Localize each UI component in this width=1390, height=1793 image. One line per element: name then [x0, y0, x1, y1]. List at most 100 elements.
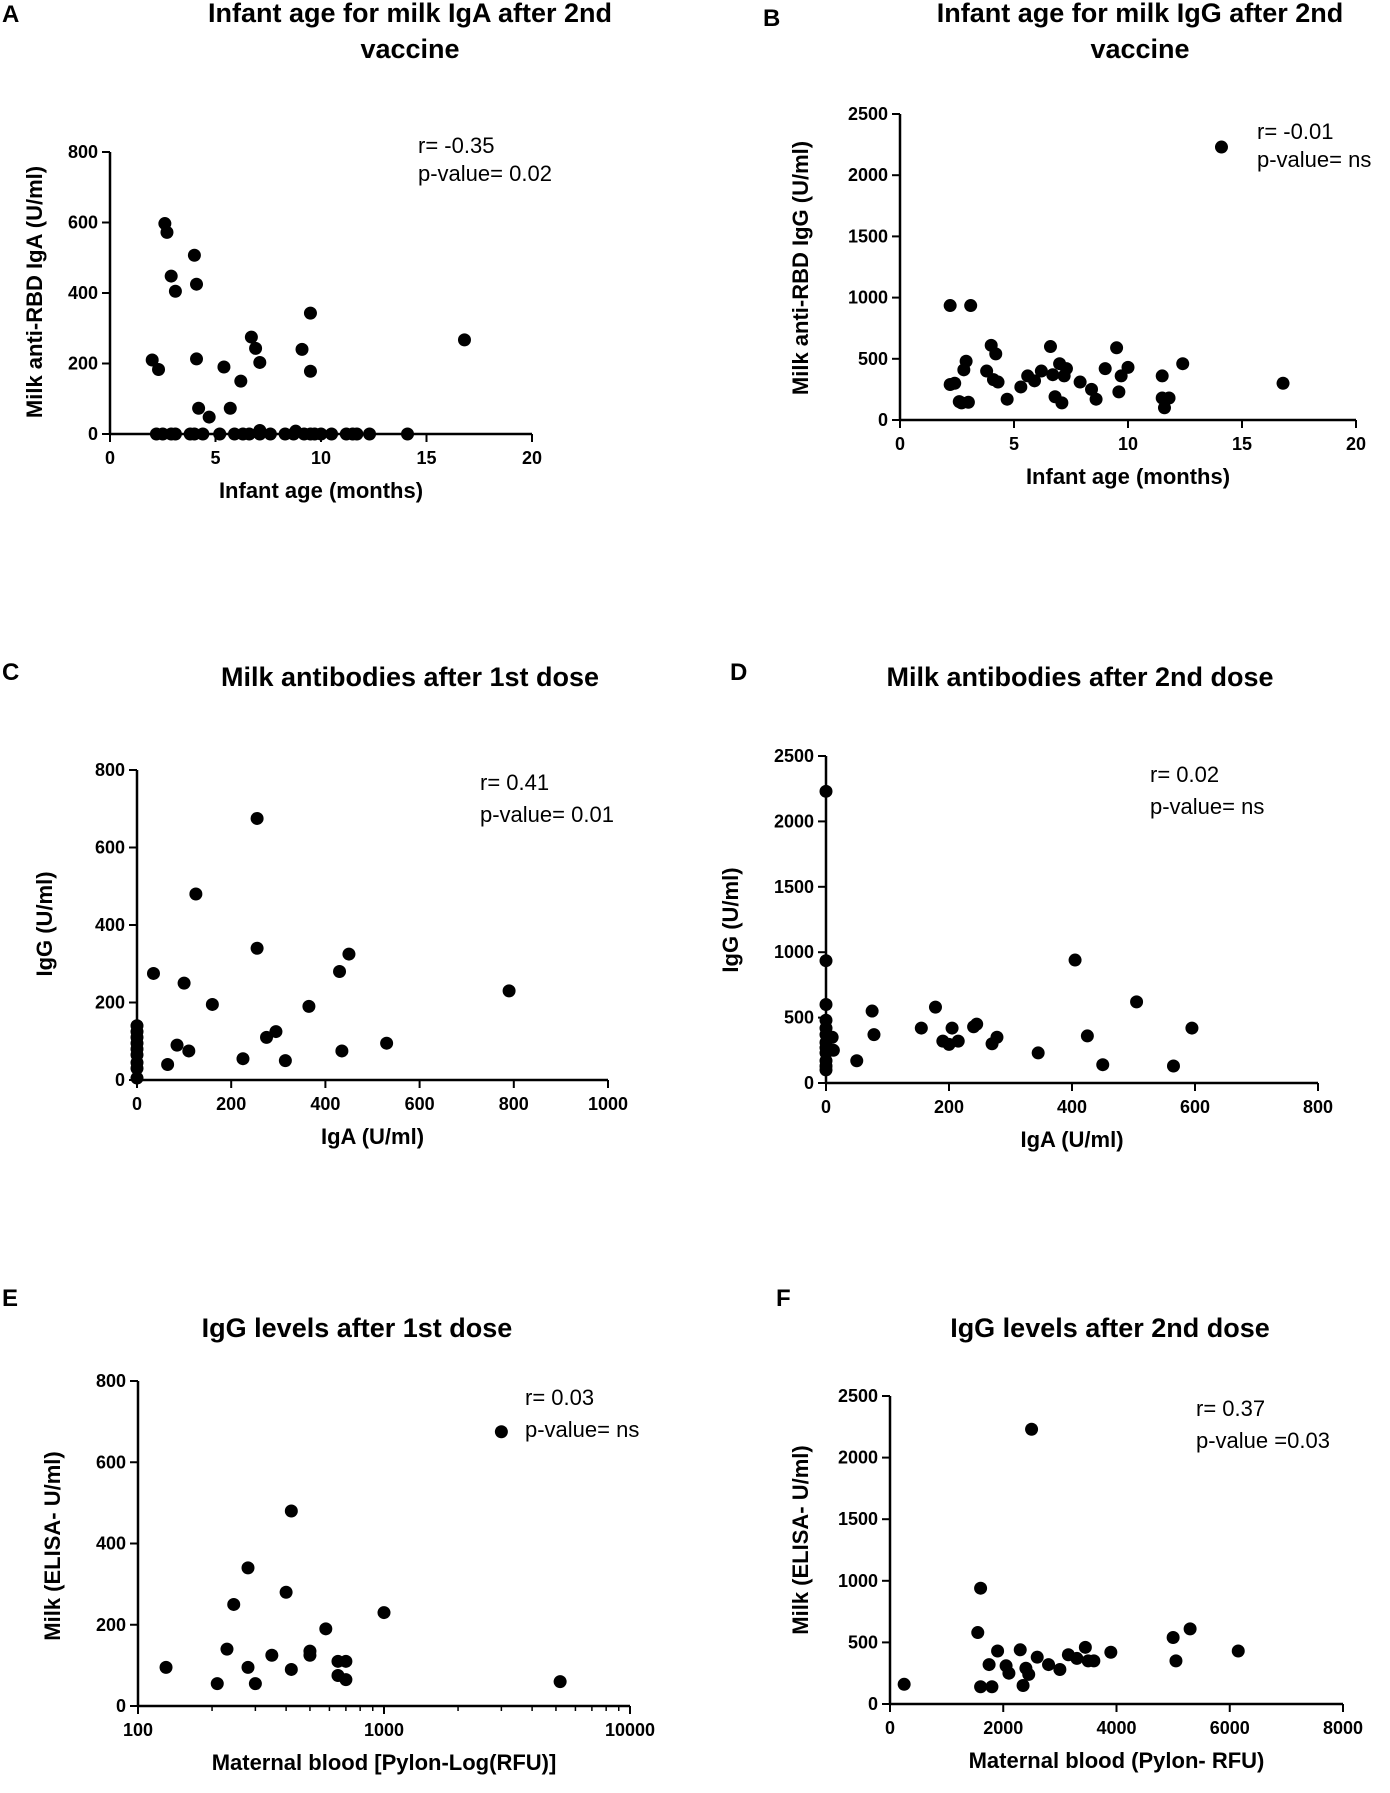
panel-f-data-point — [971, 1626, 985, 1640]
panel-f-data-point — [897, 1677, 911, 1691]
panel-e-data-point — [159, 1660, 173, 1674]
panel-b-data-point — [959, 354, 973, 368]
panel-d-data-point — [819, 784, 833, 798]
panel-b-data-point — [961, 395, 975, 409]
panel-f-x-axis-label: Maternal blood (Pylon- RFU) — [969, 1748, 1265, 1773]
panel-b-data-point — [1155, 369, 1169, 383]
panel-c-x-tick-label: 600 — [405, 1094, 435, 1114]
panel-f-y-tick-label: 0 — [868, 1694, 878, 1714]
panel-a-y-tick-label: 800 — [68, 142, 98, 162]
panel-c-x-tick-label: 800 — [499, 1094, 529, 1114]
panel-b-y-tick-label: 0 — [878, 410, 888, 430]
panel-f: F IgG levels after 2nd dose 0 500 1000 1500… — [776, 1285, 1363, 1773]
panel-f-data-point — [1087, 1654, 1101, 1668]
panel-f-data-point — [1053, 1663, 1067, 1677]
panel-a-x-tick-label: 20 — [522, 448, 542, 468]
panel-e-data-point — [319, 1622, 333, 1636]
panel-d-label: D — [730, 659, 747, 686]
panel-f-data-point — [982, 1658, 996, 1672]
panel-c-data-point — [146, 966, 160, 980]
panel-e-data-point — [284, 1662, 298, 1676]
panel-d-y-tick-label: 2000 — [774, 811, 814, 831]
panel-e-data-point — [279, 1585, 293, 1599]
panel-d-y-tick-label: 2500 — [774, 746, 814, 766]
panel-d-data-point — [1185, 1021, 1199, 1035]
panel-f-y-tick-label: 2500 — [838, 1386, 878, 1406]
panel-b-title-line-2: vaccine — [1090, 34, 1189, 64]
panel-c-data-point — [342, 947, 356, 961]
panel-b-data-point — [1059, 362, 1073, 376]
panel-d-data-point — [819, 998, 833, 1012]
panel-e-title: IgG levels after 1st dose — [202, 1313, 513, 1343]
panel-b-data-point — [1157, 401, 1171, 415]
panel-e-data-point — [227, 1597, 241, 1611]
panel-f-data-point — [985, 1680, 999, 1694]
panel-f-data-point — [1030, 1650, 1044, 1664]
panel-a-title-line-1: Infant age for milk IgA after 2nd — [208, 0, 612, 28]
panel-d: D Milk antibodies after 2nd dose 0 500 100… — [718, 659, 1333, 1152]
panel-b-annotation-line: p-value= ns — [1257, 147, 1371, 172]
panel-a-data-point — [190, 352, 204, 366]
panel-d-annotation-line: r= 0.02 — [1150, 762, 1219, 787]
panel-c-data-point — [502, 984, 516, 998]
panel-d-data-point — [1031, 1046, 1045, 1060]
panel-e-x-axis-label: Maternal blood [Pylon-Log(RFU)] — [212, 1750, 557, 1775]
panel-d-y-tick-label: 1000 — [774, 942, 814, 962]
panel-a-data-point — [253, 355, 267, 369]
panel-a-x-tick-label: 5 — [210, 448, 220, 468]
panel-f-data-point — [1183, 1622, 1197, 1636]
panel-e-annotation-line: r= 0.03 — [525, 1385, 594, 1410]
panel-a-data-point — [314, 427, 328, 441]
panel-a-data-point — [350, 427, 364, 441]
panel-f-x-tick-label: 6000 — [1210, 1718, 1250, 1738]
panel-c-y-tick-label: 600 — [95, 838, 125, 858]
panel-a-data-point — [242, 427, 256, 441]
panel-a-y-tick-label: 0 — [88, 424, 98, 444]
panel-a-data-point — [217, 360, 231, 374]
panel-f-data-point — [1042, 1658, 1056, 1672]
panel-a-data-point — [168, 427, 182, 441]
panel-d-data-point — [865, 1004, 879, 1018]
panel-d-annotation-line: p-value= ns — [1150, 794, 1264, 819]
panel-a-x-tick-label: 0 — [105, 448, 115, 468]
panel-c-data-point — [380, 1036, 394, 1050]
panel-a-annotation-line: p-value= 0.02 — [418, 161, 552, 186]
panel-f-data-point — [1025, 1422, 1039, 1436]
panel-a-data-point — [152, 362, 166, 376]
panel-b-data-point — [1121, 360, 1135, 374]
panel-c-data-point — [189, 887, 203, 901]
panel-c-data-point — [177, 976, 191, 990]
panel-a-data-point — [196, 427, 210, 441]
panel-e-annotation-line: p-value= ns — [525, 1417, 639, 1442]
panel-b-annotation-line: r= -0.01 — [1257, 119, 1333, 144]
panel-b-data-point — [1214, 140, 1228, 154]
panel-a-data-point — [168, 284, 182, 298]
panel-b-data-point — [1043, 340, 1057, 354]
panel-d-data-point — [1068, 953, 1082, 967]
panel-f-data-point — [1013, 1643, 1027, 1657]
panel-a-data-point — [160, 225, 174, 239]
panel-b-y-tick-label: 500 — [858, 349, 888, 369]
panel-e-data-point — [265, 1648, 279, 1662]
panel-b-data-point — [1000, 392, 1014, 406]
panel-a-data-point — [187, 248, 201, 262]
panel-e-plot: 0 200 400 600 800 100 1000 10000 Maternal blood … — [40, 1371, 655, 1775]
panel-c-data-point — [130, 1071, 144, 1085]
panel-b-data-point — [1162, 391, 1176, 405]
panel-b: B Infant age for milk IgG after 2nd vacc… — [763, 0, 1371, 489]
panel-f-data-point — [1002, 1666, 1016, 1680]
panel-e-y-tick-label: 600 — [96, 1452, 126, 1472]
panel-b-data-point — [1028, 374, 1042, 388]
panel-b-data-point — [1276, 376, 1290, 390]
panel-d-data-point — [1096, 1058, 1110, 1072]
panel-a-data-point — [457, 333, 471, 347]
panel-f-data-point — [1022, 1667, 1036, 1681]
panel-b-x-tick-label: 5 — [1009, 434, 1019, 454]
panel-b-data-point — [943, 299, 957, 313]
panel-d-x-tick-label: 200 — [934, 1097, 964, 1117]
panel-b-data-point — [1034, 364, 1048, 378]
panel-c-label: C — [2, 659, 19, 686]
panel-f-x-tick-label: 8000 — [1323, 1718, 1363, 1738]
panel-c-x-axis-label: IgA (U/ml) — [321, 1124, 424, 1149]
